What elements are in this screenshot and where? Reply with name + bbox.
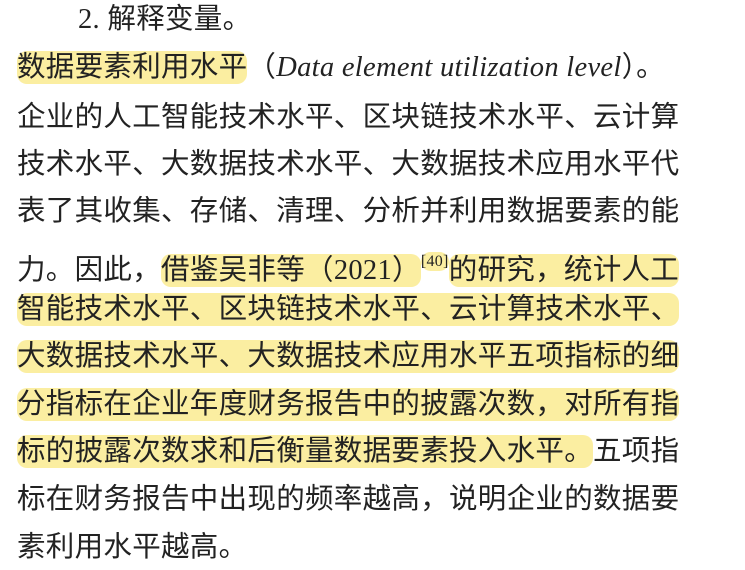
highlighted-text: 数据要素利用水平 — [17, 51, 248, 84]
text-line: 分指标在企业年度财务报告中的披露次数，对所有指 — [17, 385, 680, 425]
highlighted-text: [40] — [420, 252, 449, 271]
text-line: 企业的人工智能技术水平、区块链技术水平、云计算 — [17, 98, 679, 138]
text-span: ）。 — [621, 52, 665, 83]
text-line: 表了其收集、存储、清理、分析并利用数据要素的能 — [17, 192, 679, 232]
text-span: 标在财务报告中出现的频率越高，说明企业的数据要 — [17, 484, 680, 515]
highlighted-text: 分指标在企业年度财务报告中的披露次数，对所有指 — [17, 388, 680, 421]
text-line: 标在财务报告中出现的频率越高，说明企业的数据要 — [17, 480, 679, 520]
text-line: 智能技术水平、区块链技术水平、云计算技术水平、 — [17, 290, 680, 330]
text-line: 标的披露次数求和后衡量数据要素投入水平。五项指 — [17, 432, 679, 472]
text-line: 技术水平、大数据技术水平、大数据技术应用水平代 — [17, 145, 679, 185]
text-span: 技术水平、大数据技术水平、大数据技术应用水平代 — [17, 149, 680, 180]
text-span: 五项指 — [593, 436, 680, 467]
text-span: 力。因此， — [17, 255, 162, 286]
text-span: Data element utilization level — [276, 52, 622, 83]
text-span: 2. 解释变量。 — [78, 4, 252, 35]
highlighted-text: 的研究，统计人工 — [448, 254, 680, 287]
text-line: 2. 解释变量。 — [78, 0, 251, 40]
text-line: 数据要素利用水平（Data element utilization level）… — [17, 48, 665, 88]
text-span: （ — [247, 52, 277, 83]
highlighted-text: 借鉴吴非等（2021） — [161, 254, 421, 287]
text-span: 素利用水平越高。 — [17, 532, 248, 563]
text-line: 力。因此，借鉴吴非等（2021）[40]的研究，统计人工 — [17, 242, 680, 291]
highlighted-text: 智能技术水平、区块链技术水平、云计算技术水平、 — [17, 293, 680, 326]
text-span: 企业的人工智能技术水平、区块链技术水平、云计算 — [17, 102, 680, 133]
highlighted-text: 标的披露次数求和后衡量数据要素投入水平。 — [17, 435, 594, 468]
text-span: 表了其收集、存储、清理、分析并利用数据要素的能 — [17, 196, 680, 227]
highlighted-text: 大数据技术水平、大数据技术应用水平五项指标的细 — [17, 340, 680, 373]
text-line: 大数据技术水平、大数据技术应用水平五项指标的细 — [17, 337, 680, 377]
text-line: 素利用水平越高。 — [17, 528, 247, 568]
